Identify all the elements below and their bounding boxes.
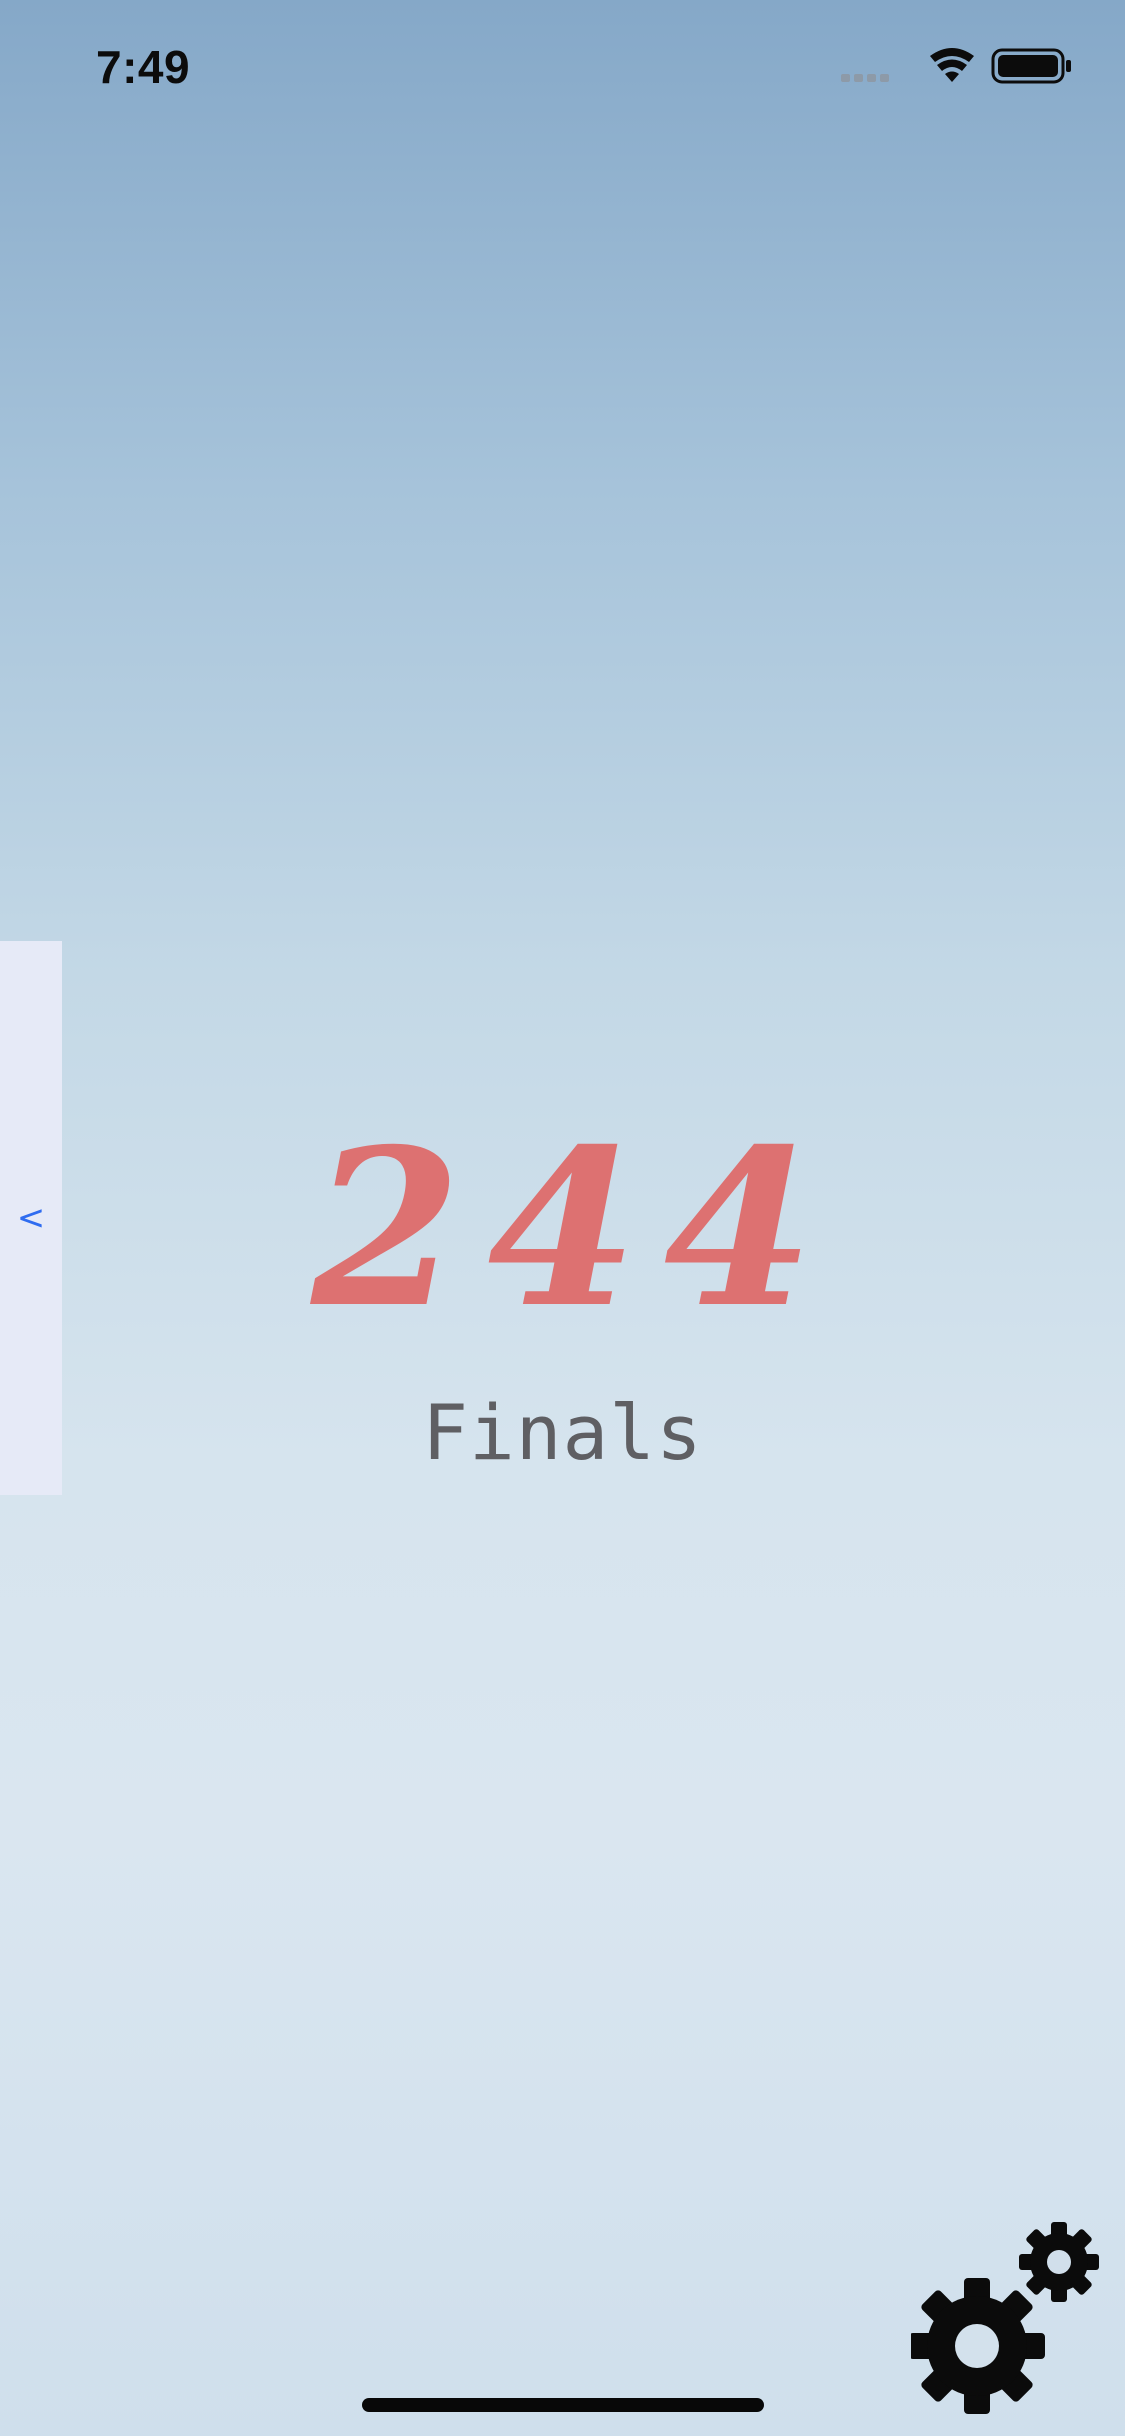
chevron-left-icon: < bbox=[16, 1198, 46, 1238]
wifi-icon bbox=[930, 48, 974, 82]
score-panel: 244 Finals bbox=[0, 1120, 1125, 1477]
drawer-toggle-button[interactable]: < bbox=[0, 941, 62, 1495]
round-label: Finals bbox=[422, 1388, 703, 1477]
status-icons bbox=[841, 46, 1081, 90]
signal-icon bbox=[841, 74, 889, 82]
battery-icon bbox=[991, 48, 1071, 84]
settings-button[interactable] bbox=[909, 2206, 1107, 2416]
status-time: 7:49 bbox=[96, 41, 191, 93]
home-indicator[interactable] bbox=[362, 2398, 764, 2412]
gears-icon bbox=[909, 2222, 1099, 2414]
score-value: 244 bbox=[311, 1101, 840, 1355]
status-bar: 7:49 bbox=[0, 0, 1125, 132]
